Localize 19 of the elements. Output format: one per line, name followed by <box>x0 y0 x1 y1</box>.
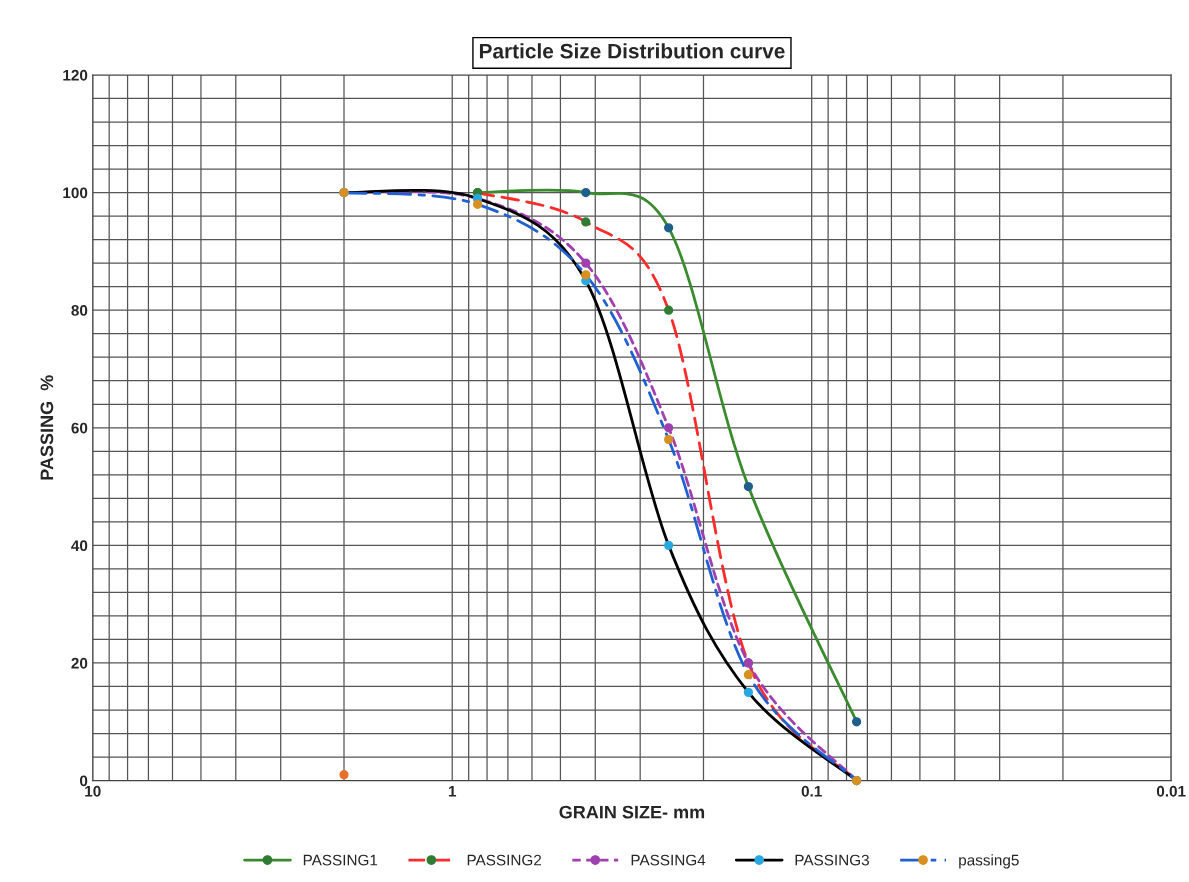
y-tick-label: 40 <box>71 540 88 552</box>
chart-title: Particle Size Distribution curve <box>479 43 785 59</box>
y-tick-label: 120 <box>63 69 88 81</box>
y-tick-label: 60 <box>71 422 88 434</box>
y-tick-label: 20 <box>71 657 88 669</box>
legend-label: PASSING1 <box>303 854 378 866</box>
y-tick-label: 0 <box>79 775 88 787</box>
legend-label: PASSING2 <box>467 854 542 866</box>
x-tick-label: 0.1 <box>801 785 822 797</box>
legend-label: PASSING4 <box>631 854 706 866</box>
x-tick-label: 0.01 <box>1156 785 1186 797</box>
legend-label: PASSING3 <box>795 854 869 866</box>
y-tick-label: 80 <box>71 305 88 316</box>
y-axis-title: PASSING % <box>40 375 54 480</box>
legend-label: passing5 <box>959 854 1019 869</box>
x-axis-title: GRAIN SIZE- mm <box>559 805 705 819</box>
x-tick-label: 10 <box>85 785 101 797</box>
x-tick-label: 1 <box>448 785 457 797</box>
y-tick-label: 100 <box>63 187 88 199</box>
